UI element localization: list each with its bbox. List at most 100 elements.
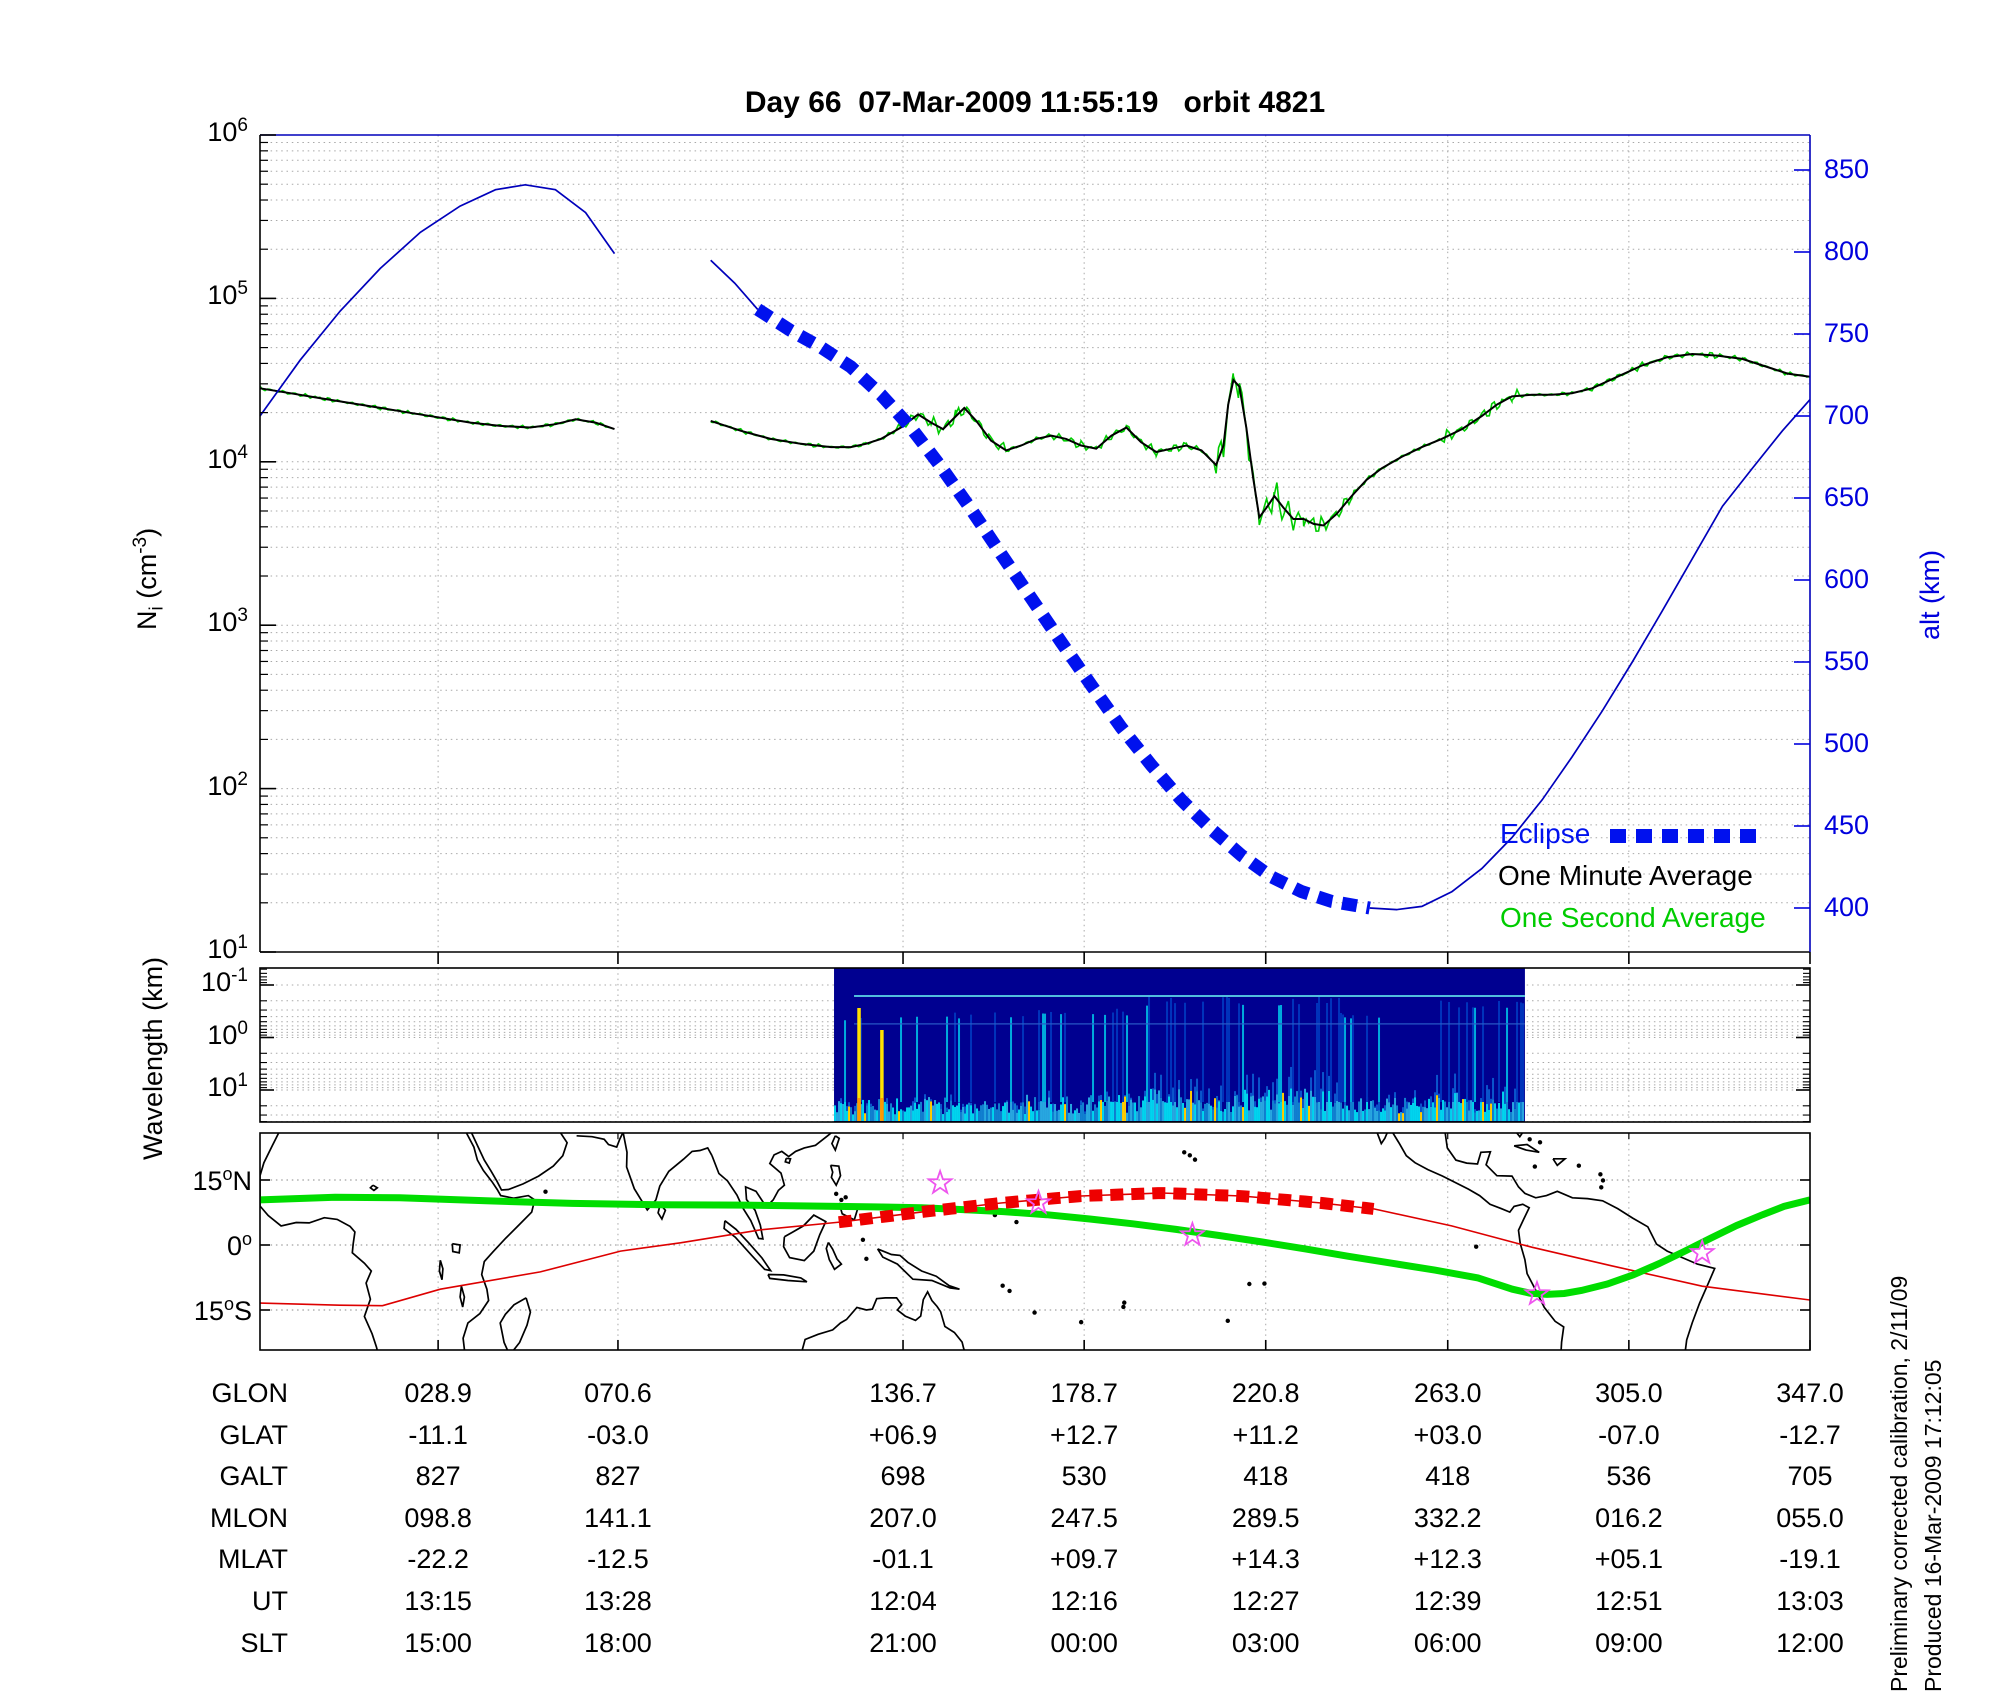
coastline [576,1133,624,1149]
table-cell: 13:28 [584,1586,652,1616]
table-cell: 698 [880,1461,926,1492]
table-cell: -12.7 [1779,1419,1841,1450]
island-dot [1247,1281,1252,1287]
coastline [451,1242,462,1254]
watermark-line1: Preliminary corrected calibration, 2/11/… [1886,1275,1912,1692]
island-dot [1537,1140,1543,1145]
coastline [876,1248,960,1291]
table-cell: -11.1 [408,1419,468,1450]
density-ytick: 101 [207,932,248,964]
island-dot [1599,1185,1604,1190]
table-cell: 12:51 [1595,1586,1663,1616]
coastline [622,1133,713,1212]
coastline [1513,1143,1540,1154]
table-cell: 12:04 [869,1586,937,1616]
table-cell: 178.7 [1050,1378,1118,1408]
table-cell: 305.0 [1595,1378,1663,1408]
table-cell: 12:16 [1050,1586,1118,1616]
table-cell: 141.1 [584,1502,652,1533]
table-cell: 347.0 [1776,1378,1844,1408]
one-minute-average-curve [259,387,615,431]
island-dot [843,1195,848,1200]
island-dot [1473,1244,1479,1249]
island-dot [1527,1137,1532,1142]
page-title: Day 66 07-Mar-2009 11:55:19 orbit 4821 [744,86,1326,119]
table-row-label: UT [252,1586,288,1616]
coastline [830,1135,841,1153]
table-cell: 827 [595,1461,641,1492]
table-cell: 536 [1606,1461,1652,1492]
table-cell: 070.6 [584,1378,652,1408]
table-cell: 418 [1243,1461,1289,1492]
island-dot [860,1237,866,1243]
table-cell: +06.9 [868,1419,938,1450]
map-lat-label-15s: 15oS [193,1294,252,1326]
wavelength-ytick: 100 [207,1017,248,1050]
table-cell: +03.0 [1413,1419,1482,1450]
island-dot [1187,1153,1193,1158]
density-ytick: 103 [207,605,248,638]
eclipse-curve [754,303,1371,915]
altitude-axis-label: alt (km) [1915,550,1945,640]
table-cell: 15:00 [404,1627,472,1658]
star-marker [1522,1279,1552,1306]
island-dot [1598,1172,1603,1177]
altitude-ytick: 650 [1824,482,1870,512]
altitude-ytick: 400 [1824,892,1870,922]
table-cell: 13:15 [404,1586,472,1616]
table-cell: 220.8 [1231,1378,1300,1408]
island-dot [543,1189,548,1194]
table-row-label: GLON [211,1378,288,1408]
table-cell: 418 [1425,1461,1471,1492]
one-minute-average-curve [710,352,1811,527]
map-eclipse-dashes [838,1187,1375,1229]
legend-one-minute: One Minute Average [1498,860,1753,891]
watermark-line2: Produced 16-Mar-2009 17:12:05 [1920,1359,1946,1692]
altitude-ytick: 550 [1824,646,1870,676]
density-axis-label: Ni (cm-3) [130,527,168,630]
table-cell: 705 [1787,1461,1833,1492]
table-cell: 098.8 [404,1502,472,1533]
altitude-ytick: 600 [1824,564,1870,594]
table-cell: -19.1 [1779,1544,1841,1575]
island-dot [1182,1150,1187,1155]
coastline [801,1289,966,1350]
coastline [459,1285,466,1308]
coastline [782,1214,827,1262]
altitude-ytick: 800 [1824,236,1870,266]
table-cell: +12.7 [1049,1419,1119,1450]
table-cell: -22.2 [407,1544,469,1575]
coastline [462,1133,536,1350]
altitude-ytick: 450 [1824,810,1870,840]
island-dot [833,1191,839,1197]
table-row-label: GLAT [219,1419,288,1450]
map-panel [260,1133,1810,1350]
coastline [723,1220,773,1272]
table-cell: 016.2 [1595,1502,1663,1533]
map-lat-label-15n: 15oN [192,1164,252,1196]
coastline [438,1259,444,1280]
table-cell: +11.2 [1232,1419,1299,1450]
density-curves [259,183,1811,915]
island-dot [864,1256,869,1262]
coastline [1391,1133,1565,1350]
table-cell: -03.0 [587,1419,649,1450]
altitude-ytick: 700 [1824,400,1870,430]
table-cell: 263.0 [1413,1378,1482,1408]
panel-frames [259,134,1811,1351]
table-row-label: MLON [209,1502,288,1533]
island-dot [1007,1288,1012,1294]
ground-track [260,1193,1810,1298]
star-marker [1024,1188,1053,1215]
table-cell: 03:00 [1231,1627,1300,1658]
table-row-label: SLT [240,1627,288,1658]
table-cell: 827 [415,1461,461,1492]
star-marker [1178,1220,1207,1247]
island-dot [1192,1157,1198,1162]
legend-eclipse: Eclipse [1500,818,1591,849]
wavelength-ytick: 10-1 [201,965,248,997]
density-ytick: 106 [207,115,248,147]
star-marker [1688,1238,1717,1265]
table-cell: 12:39 [1413,1586,1482,1616]
